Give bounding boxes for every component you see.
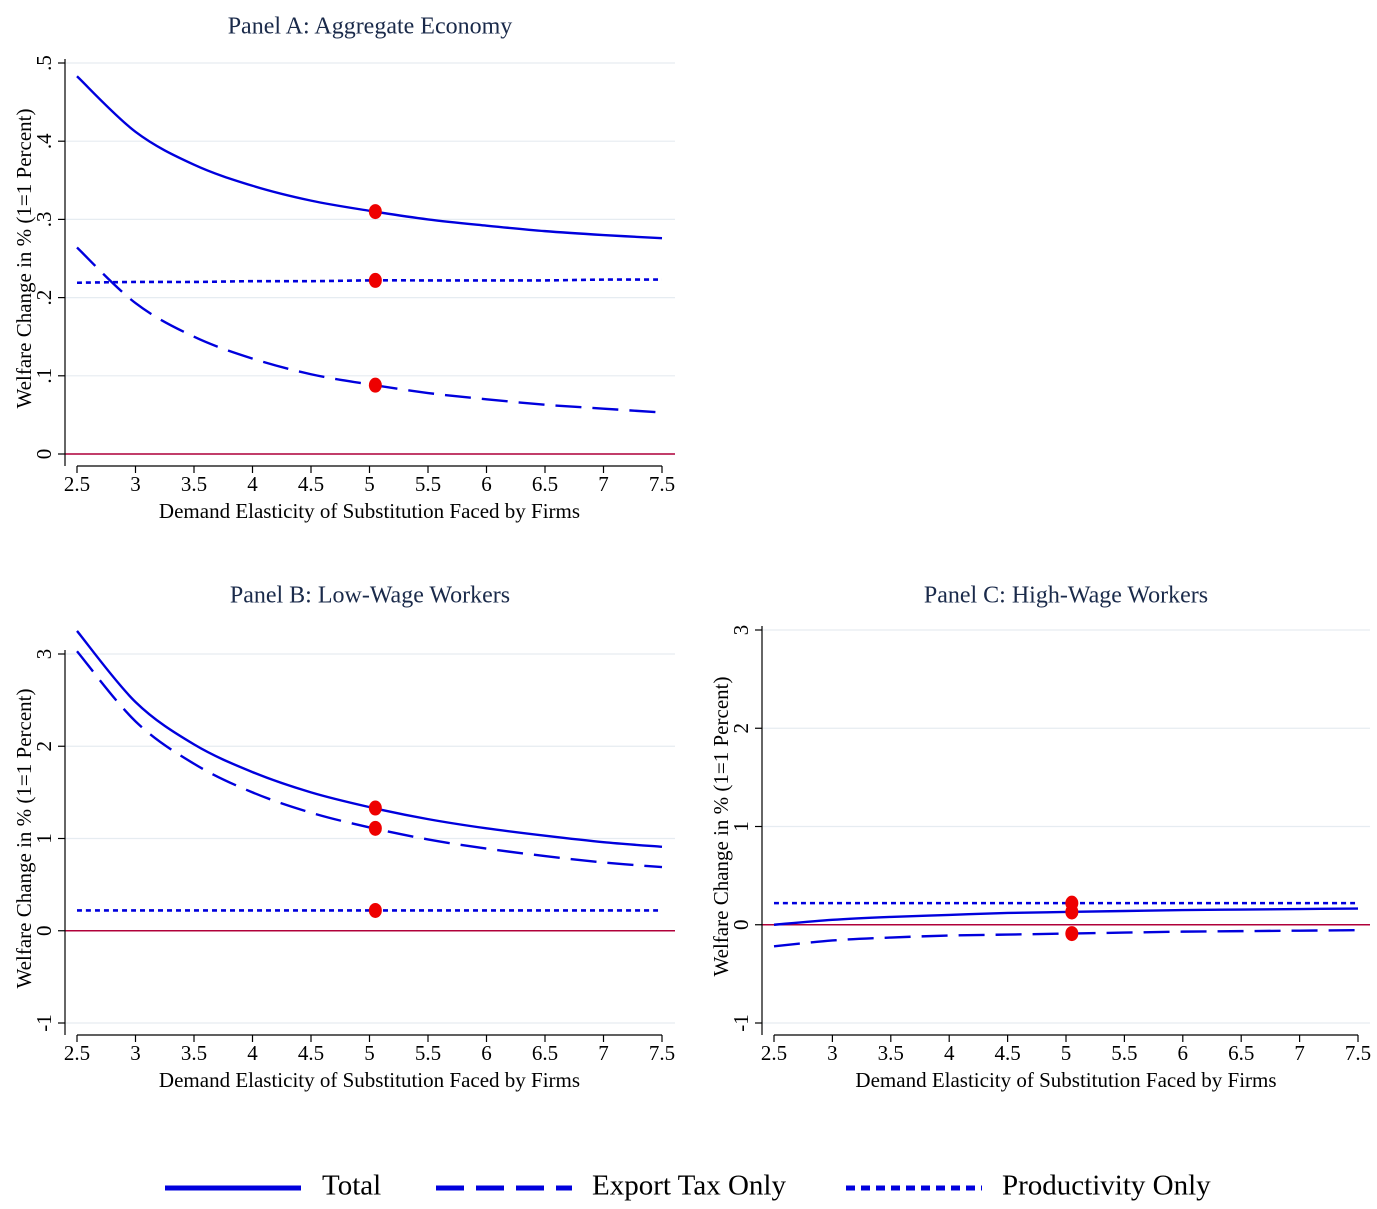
x-tick-label: 6.5 [532,1041,558,1065]
x-tick-label: 6 [481,472,492,496]
x-tick-label: 5 [364,472,375,496]
y-tick-label: -1 [32,1014,56,1032]
x-tick-label: 7 [598,472,609,496]
x-tick-label: 3 [130,472,141,496]
legend-item: Productivity Only [846,1170,1211,1202]
x-tick-label: 7.5 [1345,1041,1371,1065]
x-tick-label: 5 [1061,1041,1072,1065]
x-tick-label: 5.5 [415,1041,441,1065]
x-tick-label: 4.5 [298,472,324,496]
y-tick-label: 2 [729,723,753,734]
x-tick-label: 3.5 [181,472,207,496]
y-tick-label: 1 [32,833,56,844]
panel-1: Panel A: Aggregate Economy 0 .1 .2 .3 .4 .5 2.5… [12,14,675,524]
y-tick-label: 3 [729,625,753,636]
x-tick-label: 7.5 [649,472,675,496]
x-tick-label: 5.5 [1111,1041,1137,1065]
x-tick-label: 4.5 [298,1041,324,1065]
x-tick-label: 5.5 [415,472,441,496]
legend-label: Export Tax Only [592,1170,786,1202]
x-axis-label: Demand Elasticity of Substitution Faced … [855,1068,1276,1092]
y-tick-label: 0 [32,926,56,937]
y-tick-label: .4 [32,133,56,149]
marker-point [368,272,382,288]
panel-title: Panel B: Low-Wage Workers [230,583,510,609]
y-tick-label: 1 [729,821,753,832]
x-tick-label: 6.5 [1228,1041,1254,1065]
y-axis-label: Welfare Change in % (1=1 Percent) [709,677,733,977]
y-tick-label: 0 [729,920,753,931]
marker-point [368,204,382,220]
marker-point [1065,904,1079,920]
marker-point [368,377,382,393]
marker-point [1065,926,1079,942]
x-tick-label: 5 [364,1041,375,1065]
marker-point [368,902,382,918]
y-tick-label: .3 [32,212,56,228]
x-tick-label: 7 [1294,1041,1305,1065]
panel-2: Panel B: Low-Wage Workers -1 0 1 2 3 2.5 3 3.5 4 4… [12,583,675,1093]
legend: Total Export Tax Only Productivity Only [165,1170,1211,1202]
x-tick-label: 7.5 [649,1041,675,1065]
y-tick-label: .1 [32,368,56,384]
x-tick-label: 3.5 [878,1041,904,1065]
marker-point [368,820,382,836]
x-tick-label: 4 [247,472,258,496]
legend-label: Total [322,1170,381,1202]
y-tick-label: 2 [32,741,56,752]
y-tick-label: .2 [32,290,56,306]
x-tick-label: 4.5 [994,1041,1020,1065]
x-tick-label: 6 [1178,1041,1189,1065]
x-tick-label: 2.5 [761,1041,787,1065]
x-tick-label: 7 [598,1041,609,1065]
y-tick-label: 0 [32,449,56,460]
panel-3: Panel C: High-Wage Workers -1 0 1 2 3 2.5 3 3.5 4… [709,583,1371,1093]
legend-item: Export Tax Only [436,1170,786,1202]
y-axis-label: Welfare Change in % (1=1 Percent) [12,109,36,409]
series-total [76,630,663,848]
legend-label: Productivity Only [1002,1170,1211,1202]
y-tick-label: 3 [32,649,56,660]
x-axis-label: Demand Elasticity of Substitution Faced … [159,499,580,523]
y-tick-label: -1 [729,1014,753,1032]
x-tick-label: 6 [481,1041,492,1065]
x-tick-label: 2.5 [64,472,90,496]
panels: Panel A: Aggregate Economy 0 .1 .2 .3 .4 .5 2.5… [12,14,1371,1093]
y-tick-label: .5 [32,55,56,71]
series-export-tax-only [773,928,1359,948]
series-export-tax-only [76,246,663,414]
x-tick-label: 4 [247,1041,258,1065]
x-tick-label: 3 [130,1041,141,1065]
series-export-tax-only [76,650,663,869]
panel-title: Panel A: Aggregate Economy [228,14,513,40]
x-axis-label: Demand Elasticity of Substitution Faced … [159,1068,580,1092]
x-tick-label: 3 [827,1041,838,1065]
x-tick-label: 6.5 [532,472,558,496]
x-tick-label: 2.5 [64,1041,90,1065]
marker-point [368,800,382,816]
panel-title: Panel C: High-Wage Workers [924,583,1208,609]
y-axis-label: Welfare Change in % (1=1 Percent) [12,689,36,989]
legend-item: Total [165,1170,381,1202]
x-tick-label: 3.5 [181,1041,207,1065]
x-tick-label: 4 [944,1041,955,1065]
